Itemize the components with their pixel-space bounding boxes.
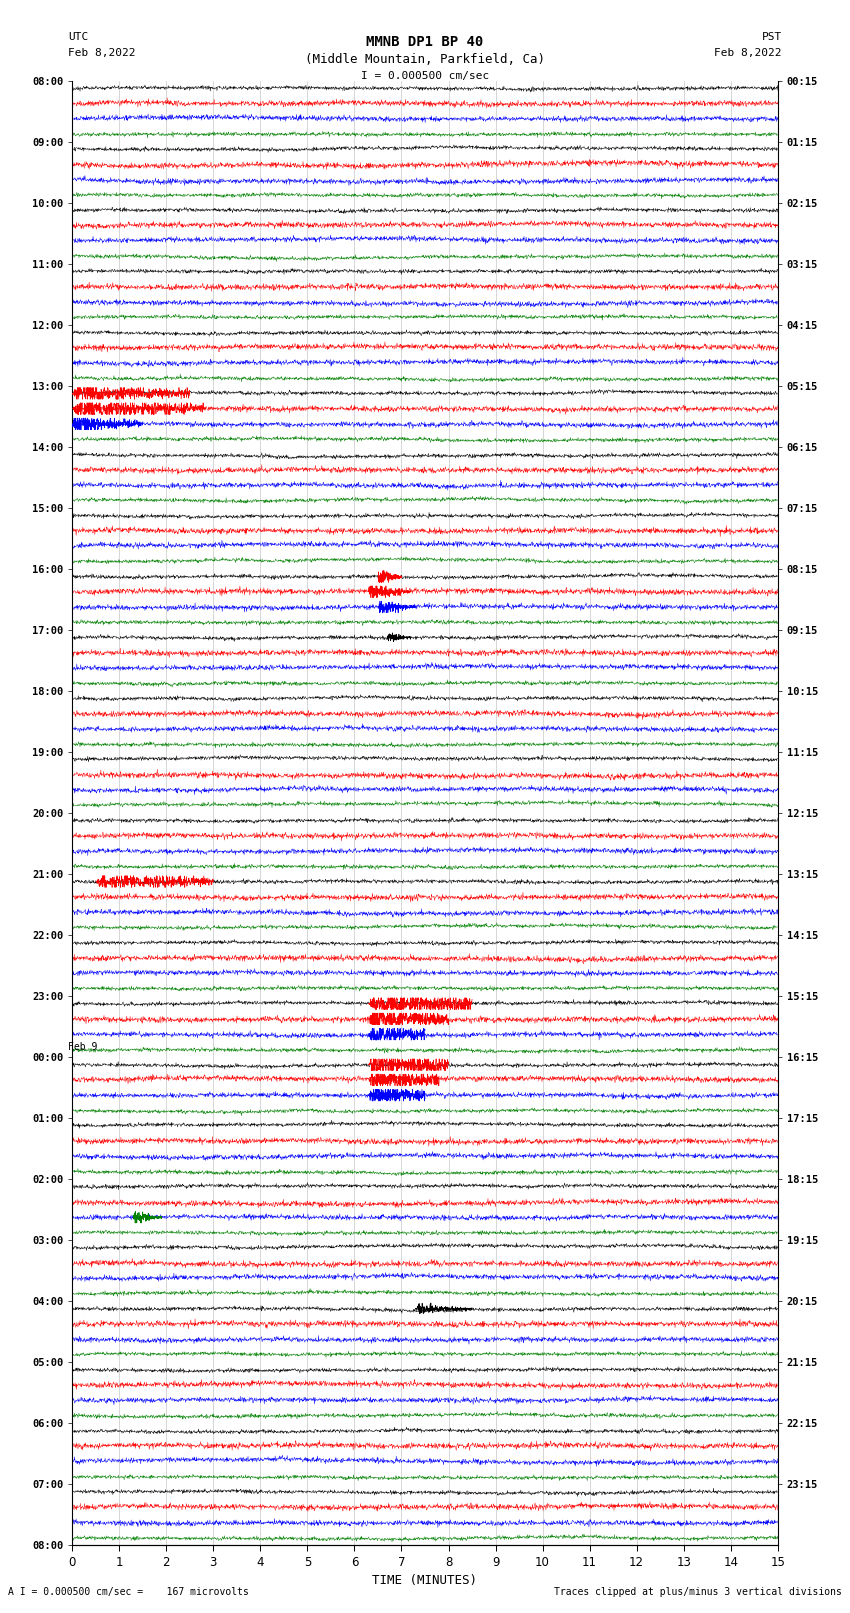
Text: Feb 8,2022: Feb 8,2022 (68, 48, 135, 58)
Text: A I = 0.000500 cm/sec =    167 microvolts: A I = 0.000500 cm/sec = 167 microvolts (8, 1587, 249, 1597)
Text: UTC: UTC (68, 32, 88, 42)
Text: MMNB DP1 BP 40: MMNB DP1 BP 40 (366, 35, 484, 50)
Text: Feb 8,2022: Feb 8,2022 (715, 48, 782, 58)
X-axis label: TIME (MINUTES): TIME (MINUTES) (372, 1574, 478, 1587)
Text: I = 0.000500 cm/sec: I = 0.000500 cm/sec (361, 71, 489, 81)
Text: PST: PST (762, 32, 782, 42)
Text: (Middle Mountain, Parkfield, Ca): (Middle Mountain, Parkfield, Ca) (305, 53, 545, 66)
Text: Traces clipped at plus/minus 3 vertical divisions: Traces clipped at plus/minus 3 vertical … (553, 1587, 842, 1597)
Text: Feb 9: Feb 9 (68, 1042, 98, 1052)
